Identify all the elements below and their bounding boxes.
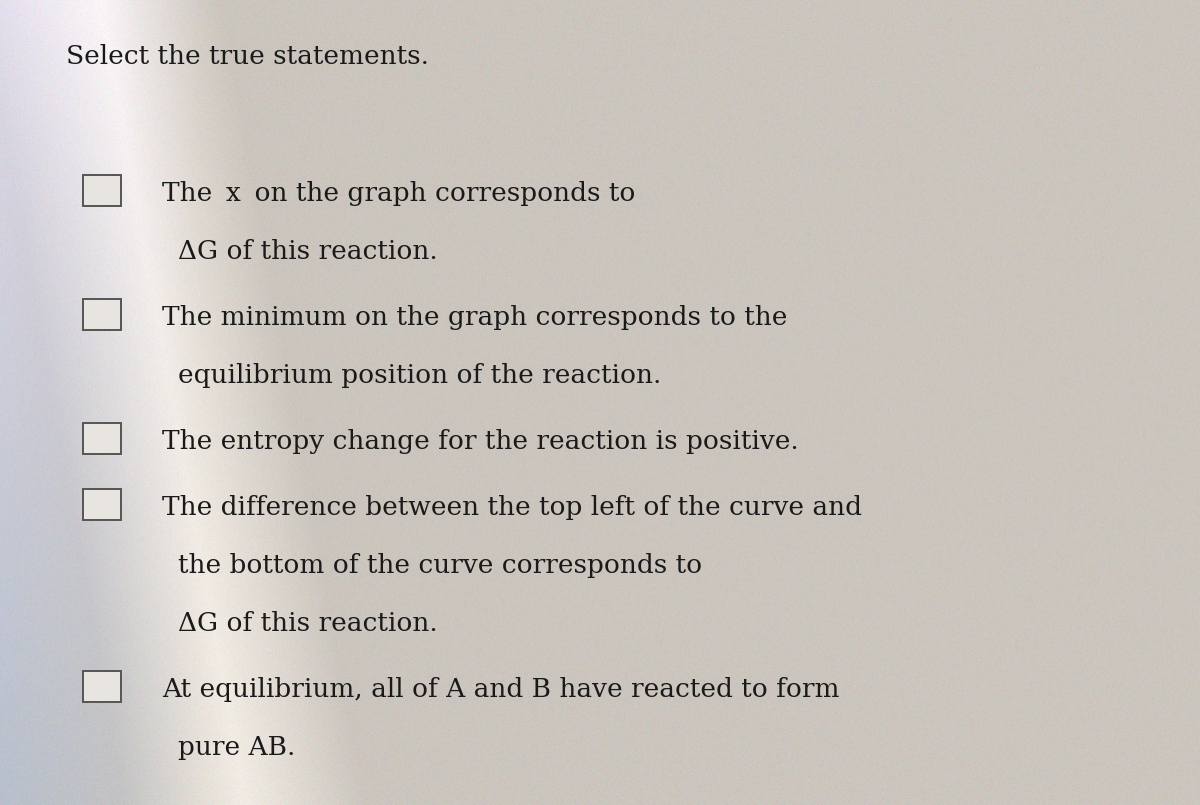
- FancyBboxPatch shape: [83, 299, 121, 330]
- Text: The difference between the top left of the curve and: The difference between the top left of t…: [162, 495, 862, 520]
- Text: Select the true statements.: Select the true statements.: [66, 44, 430, 69]
- Text: The  x  on the graph corresponds to: The x on the graph corresponds to: [162, 181, 635, 206]
- FancyBboxPatch shape: [83, 671, 121, 702]
- Text: The minimum on the graph corresponds to the: The minimum on the graph corresponds to …: [162, 305, 787, 330]
- Text: At equilibrium, all of A and B have reacted to form: At equilibrium, all of A and B have reac…: [162, 677, 840, 702]
- Text: pure AB.: pure AB.: [178, 735, 295, 760]
- Text: the bottom of the curve corresponds to: the bottom of the curve corresponds to: [178, 553, 702, 578]
- Text: equilibrium position of the reaction.: equilibrium position of the reaction.: [178, 363, 661, 388]
- Text: The entropy change for the reaction is positive.: The entropy change for the reaction is p…: [162, 429, 799, 454]
- Text: ΔG of this reaction.: ΔG of this reaction.: [178, 611, 437, 636]
- Text: ΔG of this reaction.: ΔG of this reaction.: [178, 239, 437, 264]
- FancyBboxPatch shape: [83, 489, 121, 520]
- FancyBboxPatch shape: [83, 175, 121, 206]
- FancyBboxPatch shape: [83, 423, 121, 454]
